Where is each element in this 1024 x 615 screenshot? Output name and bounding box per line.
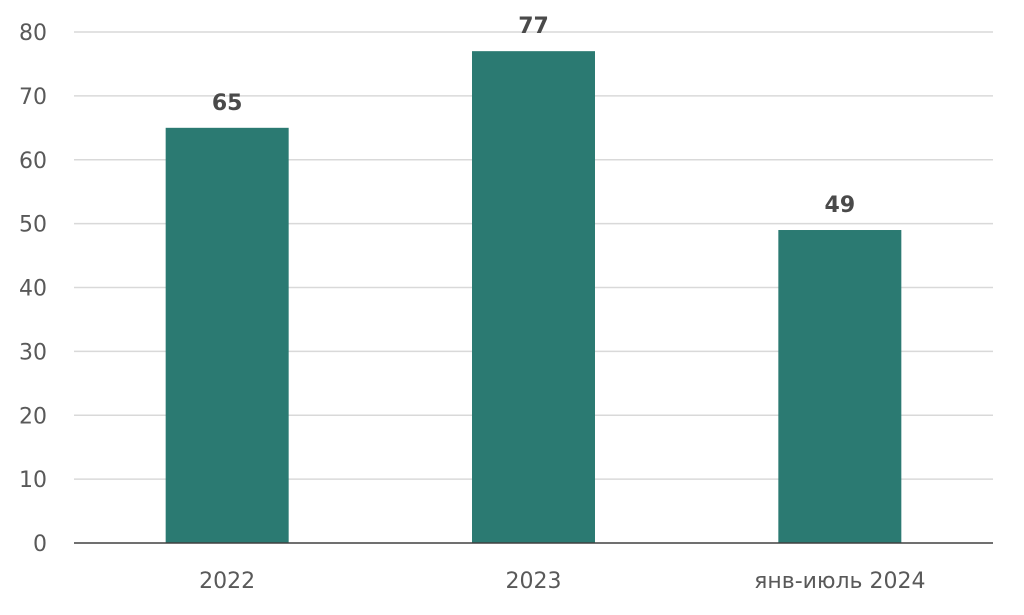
x-tick-label: янв-июль 2024 [754,569,925,594]
y-tick-label: 10 [19,468,47,493]
y-tick-label: 40 [19,277,47,302]
y-tick-label: 80 [19,21,47,46]
y-tick-label: 0 [33,532,47,557]
bar-2022 [165,127,289,543]
data-label: 77 [518,14,549,39]
x-tick-label: 2022 [199,569,255,594]
data-label: 49 [825,193,856,218]
data-labels: 65 77 49 [212,14,855,218]
y-tick-label: 70 [19,85,47,110]
bar-янв-июль 2024 [778,230,902,543]
bar-2023 [472,51,595,543]
x-tick-label: 2023 [506,569,562,594]
y-tick-label: 50 [19,213,47,238]
y-tick-label: 30 [19,340,47,365]
y-tick-label: 60 [19,149,47,174]
bars [165,51,902,543]
y-tick-label: 20 [19,404,47,429]
x-axis-tick-labels: 2022 2023 янв-июль 2024 [199,569,925,594]
data-label: 65 [212,91,243,116]
y-axis-tick-labels: 0 10 20 30 40 50 60 70 80 [19,21,47,557]
